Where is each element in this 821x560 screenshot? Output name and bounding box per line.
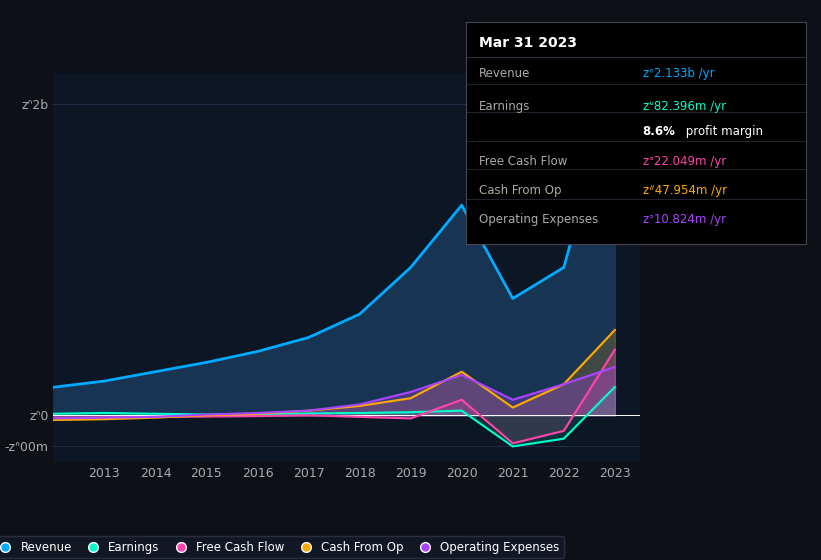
Text: zᐡ82.396m /yr: zᐡ82.396m /yr: [643, 100, 726, 113]
Text: 8.6%: 8.6%: [643, 125, 676, 138]
Text: Free Cash Flow: Free Cash Flow: [479, 155, 567, 168]
Text: zᐤ22.049m /yr: zᐤ22.049m /yr: [643, 155, 726, 168]
Text: Earnings: Earnings: [479, 100, 530, 113]
Text: profit margin: profit margin: [682, 125, 763, 138]
Text: Cash From Op: Cash From Op: [479, 184, 562, 197]
Text: zᐥ47.954m /yr: zᐥ47.954m /yr: [643, 184, 727, 197]
Text: zᐢ2.133b /yr: zᐢ2.133b /yr: [643, 67, 714, 80]
Legend: Revenue, Earnings, Free Cash Flow, Cash From Op, Operating Expenses: Revenue, Earnings, Free Cash Flow, Cash …: [0, 536, 564, 558]
Text: Mar 31 2023: Mar 31 2023: [479, 36, 577, 50]
Text: zᐣ10.824m /yr: zᐣ10.824m /yr: [643, 213, 726, 226]
Text: Revenue: Revenue: [479, 67, 530, 80]
Text: Operating Expenses: Operating Expenses: [479, 213, 599, 226]
